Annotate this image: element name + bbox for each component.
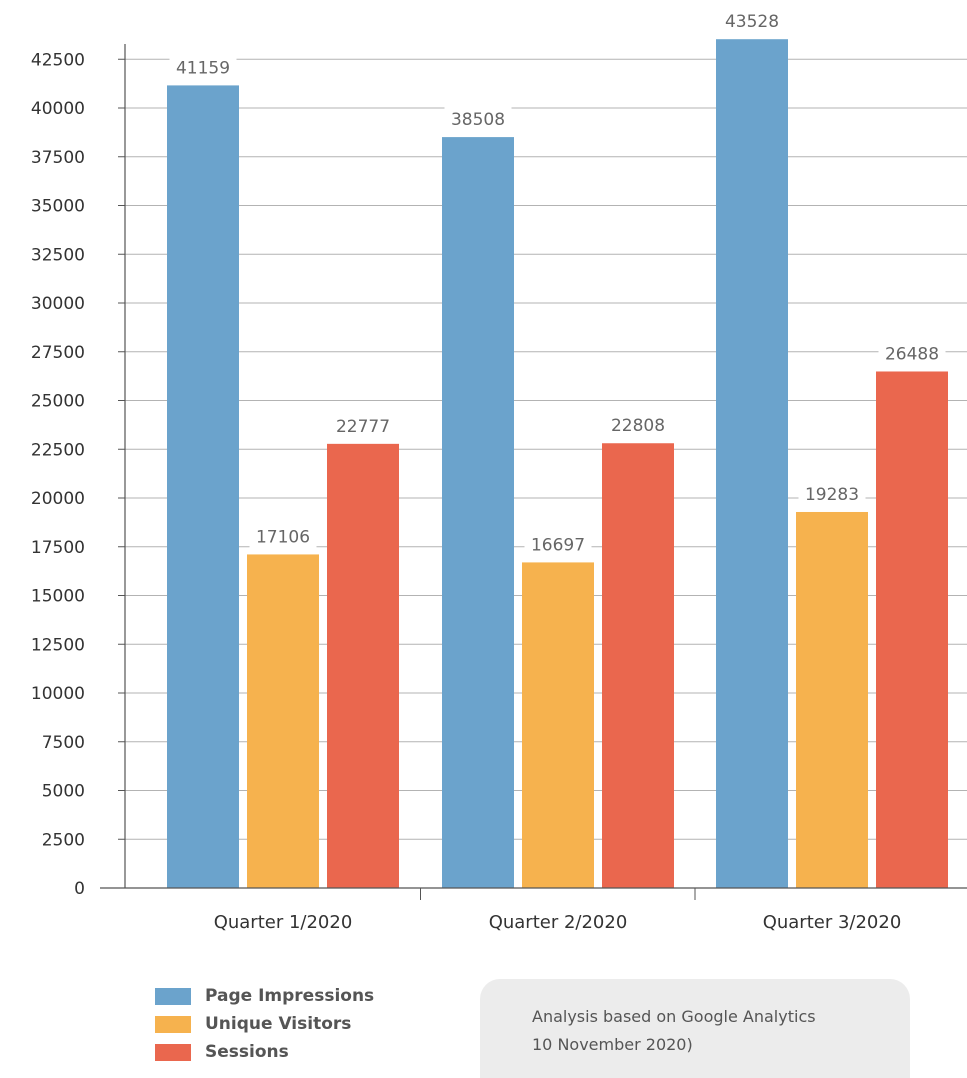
y-tick-label: 27500 (31, 343, 85, 363)
y-tick-label: 7500 (42, 733, 85, 753)
data-label-bg (604, 411, 672, 438)
bars (167, 39, 948, 889)
bar-chart: 0 2500 5000 7500 10000 12500 15000 17500 20000 22… (30, 7, 967, 933)
y-tick-label: 15000 (31, 587, 85, 607)
data-label-bg (524, 530, 592, 557)
data-label-bg (249, 522, 317, 549)
source-note-line-2: 10 November 2020) (532, 1035, 693, 1054)
legend-item-unique-visitors: Unique Visitors (155, 1010, 374, 1038)
y-tick-label: 2500 (42, 830, 85, 850)
x-category-label: Quarter 2/2020 (489, 912, 628, 933)
data-label-page-impressions-q3: 43528 (725, 12, 779, 32)
legend-label-page-impressions: Page Impressions (205, 986, 375, 1006)
y-tick-label: 17500 (31, 538, 85, 558)
bar-unique-visitors-q3 (796, 511, 868, 888)
y-tick-label: 20000 (31, 489, 85, 509)
bar-page-impressions-q1 (167, 85, 239, 889)
legend-label-sessions: Sessions (205, 1042, 289, 1062)
bar-page-impressions-q3 (716, 39, 788, 889)
legend-item-page-impressions: Page Impressions (155, 982, 374, 1010)
data-label-page-impressions-q1: 41159 (176, 58, 230, 78)
legend: Page Impressions Unique Visitors Session… (155, 982, 374, 1066)
data-label-bg (878, 339, 946, 366)
data-label-page-impressions-q2: 38508 (451, 110, 505, 130)
bar-sessions-q1 (327, 443, 399, 888)
y-tick-label: 10000 (31, 684, 85, 704)
bar-unique-visitors-q2 (522, 562, 594, 888)
data-label-unique-visitors-q3: 19283 (805, 485, 859, 505)
data-label-bg (718, 7, 786, 34)
bar-unique-visitors-q1 (247, 554, 319, 888)
y-tick-label: 12500 (31, 635, 85, 655)
y-tick-label: 37500 (31, 148, 85, 168)
data-label-bg (798, 479, 866, 506)
data-label-bg (444, 105, 512, 132)
source-note: Analysis based on Google Analytics 10 No… (480, 979, 910, 1078)
bar-page-impressions-q2 (442, 137, 514, 888)
x-category-label: Quarter 1/2020 (214, 912, 353, 933)
y-tick-label: 22500 (31, 440, 85, 460)
data-label-sessions-q2: 22808 (611, 416, 665, 436)
y-tick-label: 32500 (31, 245, 85, 265)
data-label-bg (169, 53, 237, 80)
y-tick-label: 25000 (31, 392, 85, 412)
bar-sessions-q2 (602, 443, 674, 888)
bar-sessions-q3 (876, 371, 948, 888)
labels: 0 2500 5000 7500 10000 12500 15000 17500 20000 22… (31, 7, 946, 933)
legend-swatch-unique-visitors (155, 1015, 191, 1033)
y-tick-label: 30000 (31, 294, 85, 314)
legend-label-unique-visitors: Unique Visitors (205, 1014, 352, 1034)
y-tick-label: 40000 (31, 99, 85, 119)
y-tick-label: 5000 (42, 782, 85, 802)
y-tick-label: 42500 (31, 50, 85, 70)
data-label-sessions-q3: 26488 (885, 344, 939, 364)
legend-item-sessions: Sessions (155, 1038, 374, 1066)
data-label-sessions-q1: 22777 (336, 417, 390, 437)
data-label-bg (329, 411, 397, 438)
x-category-label: Quarter 3/2020 (763, 912, 902, 933)
axes (100, 44, 967, 900)
source-note-line-1: Analysis based on Google Analytics (532, 1007, 816, 1026)
y-tick-label: 35000 (31, 197, 85, 217)
legend-swatch-sessions (155, 1043, 191, 1061)
data-label-unique-visitors-q1: 17106 (256, 527, 310, 547)
data-label-unique-visitors-q2: 16697 (531, 535, 585, 555)
legend-swatch-page-impressions (155, 987, 191, 1005)
y-tick-label: 0 (74, 879, 85, 899)
